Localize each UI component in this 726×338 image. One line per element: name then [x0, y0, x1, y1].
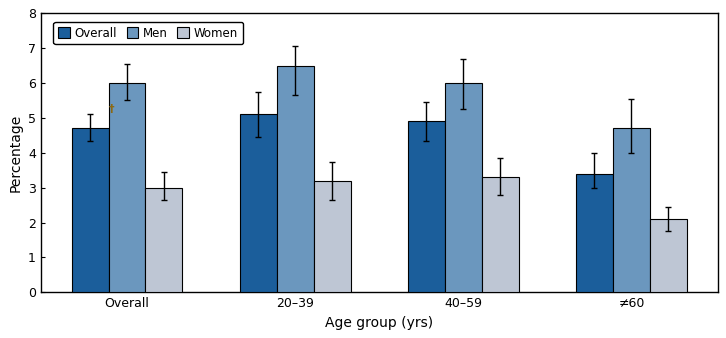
Bar — [108, 83, 145, 292]
Bar — [314, 181, 351, 292]
X-axis label: Age group (yrs): Age group (yrs) — [325, 316, 433, 330]
Bar — [445, 83, 482, 292]
Bar — [72, 128, 108, 292]
Bar — [145, 188, 182, 292]
Text: †: † — [108, 104, 114, 114]
Bar — [650, 219, 687, 292]
Bar — [613, 128, 650, 292]
Legend: Overall, Men, Women: Overall, Men, Women — [54, 22, 243, 45]
Y-axis label: Percentage: Percentage — [8, 114, 23, 192]
Bar — [277, 66, 314, 292]
Bar — [240, 115, 277, 292]
Bar — [576, 174, 613, 292]
Bar — [408, 121, 445, 292]
Bar — [482, 177, 519, 292]
